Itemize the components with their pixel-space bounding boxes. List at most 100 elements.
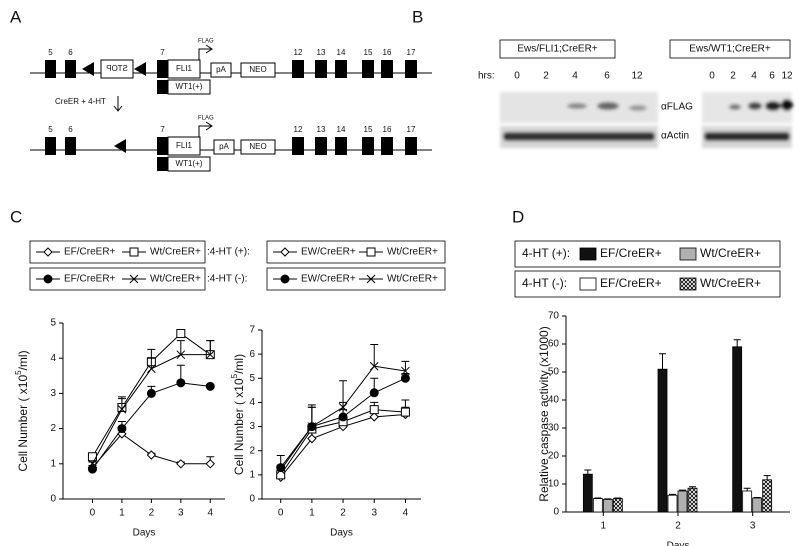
marker	[401, 366, 410, 376]
legend-group-label: 4-HT (+):	[522, 246, 570, 260]
lane-label: 4	[751, 71, 757, 82]
error-bar	[117, 398, 126, 410]
x-tick-label: 3	[178, 508, 184, 519]
loxp-site	[114, 139, 126, 153]
bar	[677, 490, 688, 513]
bar	[762, 479, 773, 513]
pa-box	[210, 62, 232, 78]
panel-label: D	[512, 207, 524, 226]
wt1-box	[167, 79, 211, 95]
y-tick-label: 1	[249, 469, 255, 480]
exon-label: 12	[294, 48, 303, 57]
group-box	[669, 39, 791, 59]
flag-arrow	[198, 44, 213, 60]
y-tick-label: 0	[553, 507, 559, 518]
bar	[752, 497, 763, 513]
x-tick-label: 2	[149, 508, 155, 519]
y-axis-label-part: Cell Number ( x10	[232, 378, 246, 475]
lane-label: 2	[543, 71, 549, 82]
legend-box	[514, 240, 781, 268]
legend-group-label: 4-HT (-):	[522, 276, 567, 290]
marker	[43, 274, 53, 284]
lane-label: 2	[730, 71, 736, 82]
y-axis-label: Relative caspase activity (x1000)	[537, 326, 551, 501]
exon	[315, 137, 327, 155]
bar	[592, 498, 603, 513]
y-axis-label-part: 5	[14, 370, 23, 375]
bar	[582, 473, 593, 513]
marker	[176, 329, 186, 339]
legend-box	[266, 240, 446, 264]
legend-label: EF/CreER+	[600, 246, 662, 260]
neo-box	[240, 62, 276, 78]
marker	[276, 465, 286, 475]
marker	[129, 247, 139, 257]
y-tick-label: 60	[548, 339, 560, 350]
y-axis-label-part: Cell Number ( x10	[16, 375, 30, 472]
wt1-box	[167, 156, 211, 172]
exon-label: 13	[317, 125, 326, 134]
marker	[280, 247, 290, 257]
exon-label: 12	[294, 125, 303, 134]
error-bar	[733, 339, 741, 347]
marker	[366, 274, 376, 284]
x-tick-label: 3	[750, 521, 756, 532]
y-axis-label-part: 5	[230, 373, 239, 378]
legend-swatch	[579, 277, 597, 291]
error-bar	[584, 469, 592, 475]
y-tick-label: 20	[548, 451, 560, 462]
marker	[366, 247, 376, 257]
exon-label: 6	[68, 125, 73, 134]
y-tick-label: 4	[249, 397, 255, 408]
legend-label: EF/CreER+	[64, 274, 116, 285]
marker	[205, 459, 215, 469]
fli-box	[167, 136, 201, 156]
y-axis-label: Cell Number ( x105/ml)	[230, 354, 246, 475]
fli-label: FLI1	[176, 64, 193, 73]
neo-label: NEO	[249, 65, 266, 74]
western-blot	[500, 92, 793, 148]
exon	[65, 60, 76, 78]
legend-swatch	[679, 277, 697, 291]
group-label: Ews/FLI1;CreER+	[517, 44, 597, 55]
bar	[742, 490, 753, 513]
y-tick-label: 40	[548, 395, 560, 406]
exon	[335, 137, 347, 155]
loxp-site	[134, 62, 146, 76]
exon-label: 16	[383, 125, 392, 134]
marker	[88, 459, 97, 469]
exon-label: 17	[407, 125, 416, 134]
legend-label: Wt/CreER+	[150, 247, 201, 258]
marker	[117, 424, 127, 434]
y-tick-label: 50	[548, 367, 560, 378]
y-tick-label: 6	[249, 349, 255, 360]
lane-label: 0	[709, 71, 715, 82]
bar	[612, 498, 623, 513]
legend-label: EF/CreER+	[600, 276, 662, 290]
legend-group-label: :4-HT (-):	[207, 274, 247, 285]
stop-box	[100, 59, 134, 79]
panel-label: B	[412, 7, 423, 26]
x-tick-label: 1	[309, 508, 315, 519]
stop-label: STOP	[106, 64, 128, 73]
error-bar	[206, 340, 215, 355]
x-tick-label: 3	[371, 508, 377, 519]
x-tick-label: 4	[207, 508, 213, 519]
group-label: Ews/WT1;CreER+	[689, 44, 771, 55]
y-axis-label: Cell Number ( x105/ml)	[14, 350, 30, 471]
marker	[205, 381, 215, 391]
legend-box	[266, 267, 446, 291]
legend-label: Wt/CreER+	[150, 274, 201, 285]
lane-label: 12	[631, 71, 643, 82]
error-bar	[176, 340, 185, 355]
legend-label: EF/CreER+	[64, 247, 116, 258]
fli-box	[167, 59, 201, 79]
exon	[45, 60, 56, 78]
pa-label: pA	[219, 142, 229, 151]
bar	[602, 498, 613, 513]
x-tick-label: 0	[90, 508, 96, 519]
legend-swatch	[579, 247, 597, 261]
exon	[292, 60, 304, 78]
legend-label: Wt/CreER+	[387, 247, 438, 258]
